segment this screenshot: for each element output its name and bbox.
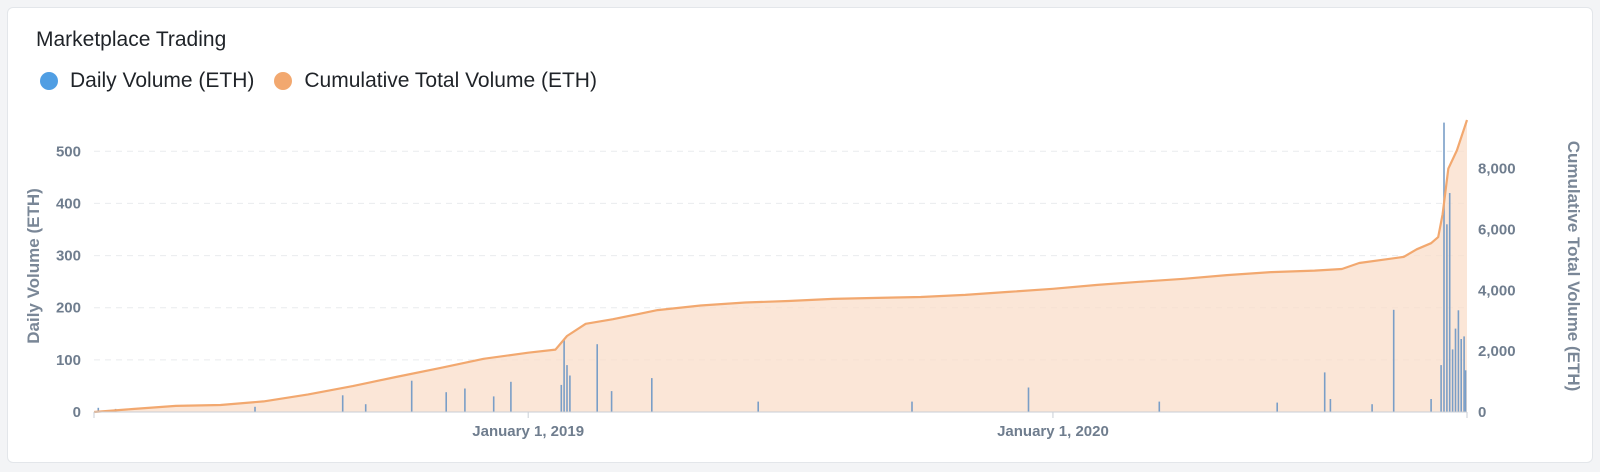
daily-volume-bar — [464, 388, 466, 412]
daily-volume-bar — [596, 344, 598, 412]
daily-volume-bar — [1329, 399, 1332, 412]
daily-volume-bar — [1443, 122, 1445, 412]
daily-volume-bar — [1460, 339, 1462, 412]
daily-volume-bar — [341, 395, 344, 412]
daily-volume-bar — [1158, 401, 1161, 412]
daily-volume-bar — [757, 401, 759, 412]
daily-volume-bar — [254, 406, 256, 412]
daily-volume-bar — [1446, 224, 1448, 412]
daily-volume-bar — [563, 339, 565, 412]
daily-volume-bar — [566, 365, 568, 412]
daily-volume-bar — [1430, 399, 1432, 412]
legend-label-cumulative: Cumulative Total Volume (ETH) — [304, 69, 597, 92]
cumulative-area-fill — [94, 120, 1467, 412]
y-left-tick-label: 200 — [56, 300, 81, 317]
daily-volume-bar — [492, 396, 495, 412]
daily-volume-bar — [364, 404, 367, 412]
legend-item-daily[interactable]: Daily Volume (ETH) — [40, 69, 254, 93]
y-left-tick-label: 300 — [56, 248, 81, 265]
y-left-tick-label: 400 — [56, 195, 81, 212]
daily-bars — [97, 122, 1467, 412]
daily-volume-bar — [560, 384, 563, 412]
daily-volume-bar — [1276, 402, 1278, 412]
daily-volume-bar — [1392, 309, 1395, 412]
y-left-tick-label: 100 — [56, 352, 81, 369]
y-right-axis-title: Cumulative Total Volume (ETH) — [1564, 141, 1583, 392]
daily-volume-bar — [911, 401, 913, 412]
daily-volume-bar — [1371, 404, 1373, 412]
axes: 0 100 200 300 400 500 0 2,000 4,000 6,000 8,000 Jan… — [56, 143, 1516, 440]
daily-volume-bar — [569, 375, 571, 412]
legend-label-daily: Daily Volume (ETH) — [70, 69, 255, 92]
daily-volume-bar — [510, 381, 512, 412]
chart-legend: Daily Volume (ETH) Cumulative Total Volu… — [40, 69, 617, 93]
daily-volume-bar — [1463, 336, 1465, 412]
daily-volume-bar — [1448, 193, 1451, 412]
daily-volume-bar — [610, 391, 613, 412]
y-right-tick-label: 6,000 — [1478, 222, 1516, 239]
y-left-tick-label: 0 — [73, 404, 81, 421]
daily-volume-bar — [1027, 387, 1030, 412]
daily-volume-bar — [445, 392, 447, 412]
daily-volume-bar — [1323, 372, 1326, 412]
daily-volume-bar — [97, 407, 100, 412]
x-tick-label: January 1, 2019 — [472, 423, 584, 440]
y-right-tick-label: 4,000 — [1478, 282, 1516, 299]
daily-volume-bar — [1454, 328, 1457, 412]
cumulative-area — [94, 120, 1467, 412]
legend-dot-daily — [40, 72, 58, 90]
daily-volume-bar — [1457, 310, 1460, 412]
y-left-axis-title: Daily Volume (ETH) — [24, 188, 43, 344]
y-right-tick-label: 0 — [1478, 404, 1486, 421]
y-right-tick-label: 8,000 — [1478, 161, 1516, 178]
daily-volume-bar — [1464, 370, 1467, 412]
daily-volume-bar — [1440, 365, 1442, 412]
y-right-tick-label: 2,000 — [1478, 343, 1516, 360]
chart-title: Marketplace Trading — [36, 28, 227, 51]
y-left-tick-label: 500 — [56, 143, 81, 160]
cumulative-line — [93, 119, 1469, 414]
daily-volume-bar — [651, 378, 653, 412]
legend-item-cumulative[interactable]: Cumulative Total Volume (ETH) — [274, 69, 597, 93]
daily-volume-bar — [410, 380, 413, 412]
cumulative-line-path — [93, 119, 1469, 414]
daily-volume-bar — [1451, 349, 1454, 412]
x-tick-label: January 1, 2020 — [997, 423, 1109, 440]
legend-dot-cumulative — [274, 72, 293, 90]
